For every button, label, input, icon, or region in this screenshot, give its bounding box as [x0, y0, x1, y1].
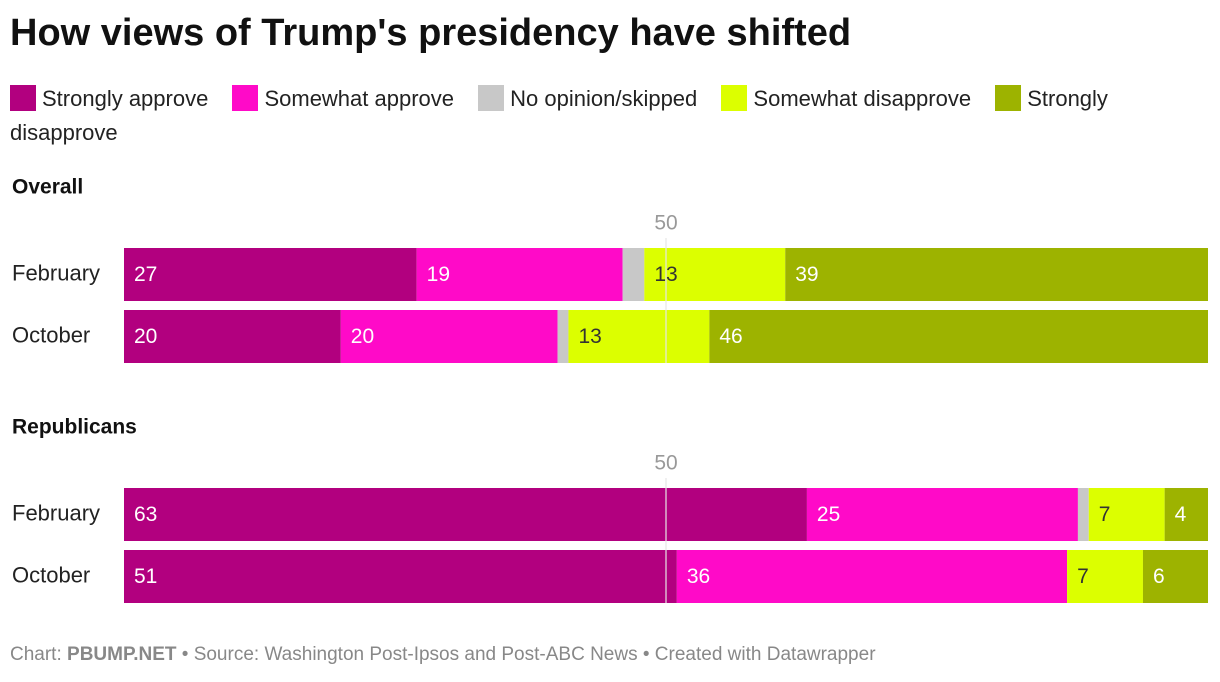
legend-label: Somewhat approve [264, 86, 455, 111]
value-label: 25 [817, 503, 840, 526]
legend-swatch [478, 85, 505, 111]
bar-segment [1164, 488, 1208, 541]
x-tick-label: 50 [654, 452, 677, 475]
legend-item: Somewhat disapprove [721, 85, 972, 111]
value-label: 46 [719, 325, 742, 348]
bar-segment [124, 248, 417, 301]
value-label: 51 [134, 565, 157, 588]
bar-segment [340, 310, 558, 363]
legend-label: Strongly approve [42, 86, 209, 111]
bar-segment [622, 248, 645, 301]
bar-segment [568, 310, 710, 363]
bar-segment [806, 488, 1078, 541]
bar-segment [124, 310, 341, 363]
value-label: 7 [1099, 503, 1111, 526]
legend-item: Somewhat approve [232, 85, 455, 111]
bar-segment [676, 550, 1068, 603]
legend-label: Somewhat disapprove [753, 86, 972, 111]
legend-swatch [10, 85, 36, 111]
bar-segment [557, 310, 569, 363]
category-label: October [12, 322, 90, 347]
footer-source: • Source: Washington Post-Ipsos and Post… [181, 644, 638, 665]
footer-tool: • Created with Datawrapper [642, 644, 876, 665]
footer-credit: PBUMP.NET [67, 644, 177, 665]
bar-segment [709, 310, 1208, 363]
value-label: 4 [1175, 503, 1187, 526]
legend: Strongly approve Somewhat approve No opi… [10, 82, 1205, 150]
panel-title: Republicans [12, 416, 137, 439]
panel-title: Overall [12, 176, 83, 199]
legend-swatch [232, 85, 259, 111]
legend-item: Strongly disapprove [10, 85, 1108, 145]
value-label: 36 [687, 565, 710, 588]
legend-label: No opinion/skipped [510, 86, 698, 111]
legend-label: Strongly disapprove [10, 86, 1108, 145]
chart-title: How views of Trump's presidency have shi… [10, 12, 852, 54]
legend-swatch [721, 85, 748, 111]
category-label: February [12, 500, 100, 525]
bar-segment [1077, 488, 1089, 541]
value-label: 27 [134, 263, 157, 286]
footer-prefix: Chart: [10, 644, 62, 665]
value-label: 13 [578, 325, 601, 348]
value-label: 6 [1153, 565, 1165, 588]
bar-segment [1088, 488, 1165, 541]
bar-segment [124, 488, 807, 541]
bar-segment [1067, 550, 1143, 603]
bar-segment [1142, 550, 1208, 603]
bar-segment [124, 550, 677, 603]
footer: Chart: PBUMP.NET • Source: Washington Po… [10, 644, 876, 666]
value-label: 20 [134, 325, 157, 348]
legend-item: No opinion/skipped [478, 85, 698, 111]
legend-swatch [995, 85, 1022, 111]
value-label: 20 [351, 325, 374, 348]
category-label: October [12, 562, 90, 587]
value-label: 7 [1077, 565, 1089, 588]
category-label: February [12, 260, 100, 285]
bar-segment [785, 248, 1208, 301]
bar-segment [644, 248, 786, 301]
value-label: 63 [134, 503, 157, 526]
x-tick-label: 50 [654, 212, 677, 235]
value-label: 19 [427, 263, 450, 286]
value-label: 39 [795, 263, 818, 286]
bar-segment [416, 248, 623, 301]
legend-item: Strongly approve [10, 85, 209, 111]
